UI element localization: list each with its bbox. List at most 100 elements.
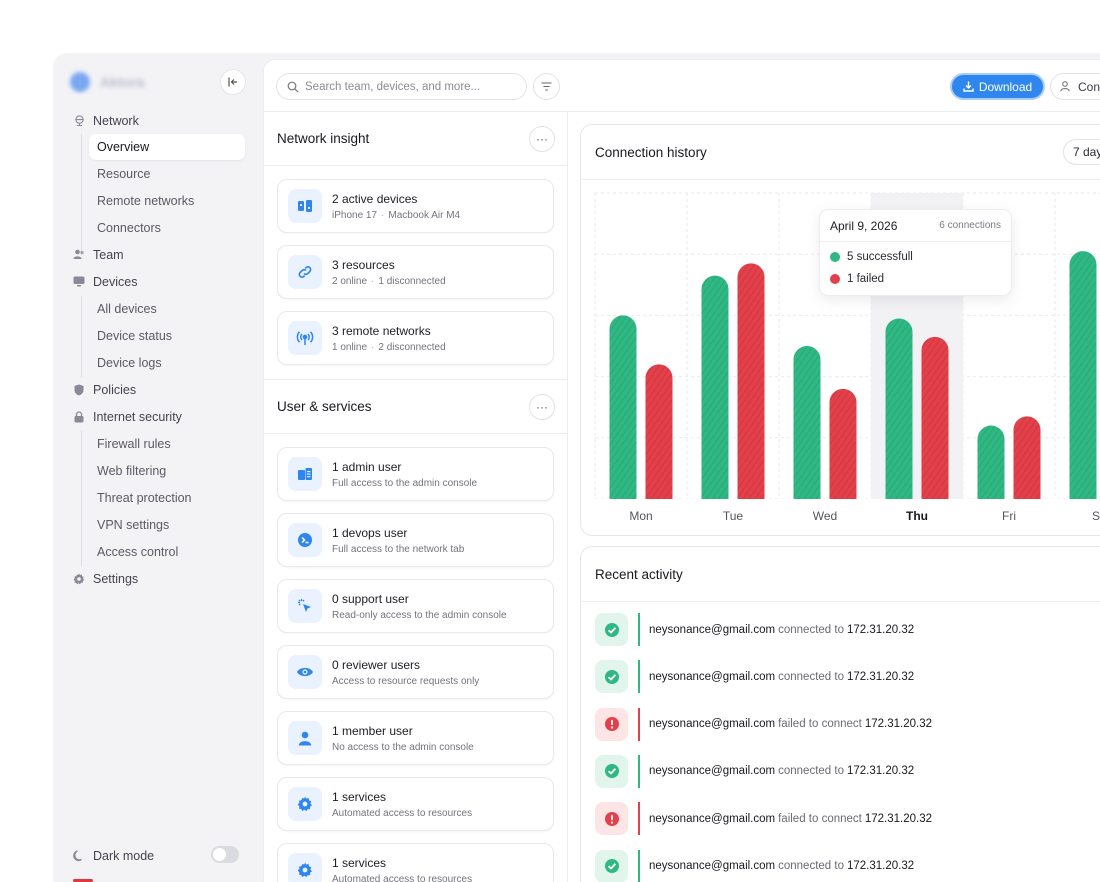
range-select[interactable]: 7 days xyxy=(1063,139,1100,165)
activity-user[interactable]: neysonance@gmail.com xyxy=(649,765,776,778)
user-card-reviewer[interactable]: 0 reviewer users Access to resource requ… xyxy=(277,645,554,699)
user-card-member[interactable]: 1 member user No access to the admin con… xyxy=(277,711,554,765)
sidebar-group-network[interactable]: Network xyxy=(53,107,263,134)
top-bar: Download Connect xyxy=(264,60,1100,112)
card-subtitle: Full access to the network tab xyxy=(332,543,465,555)
connect-button[interactable]: Connect xyxy=(1050,73,1100,100)
activity-row[interactable]: neysonance@gmail.com connected to 172.31.2… xyxy=(595,849,914,882)
user-card-admin[interactable]: 1 admin user Full access to the admin co… xyxy=(277,447,554,501)
card-subtitle: Full access to the admin console xyxy=(332,477,478,489)
activity-user[interactable]: neysonance@gmail.com xyxy=(649,812,776,825)
bar-failed-mon[interactable] xyxy=(645,364,673,513)
recent-activity-panel: Recent activity neysonance@gmail.com conn… xyxy=(580,546,1100,882)
sidebar-item-device-logs[interactable]: Device logs xyxy=(97,355,162,370)
brand[interactable]: Aktora xyxy=(70,72,144,92)
status-bar xyxy=(638,707,640,741)
bar-successfull-tue[interactable] xyxy=(701,275,729,513)
status-bar xyxy=(638,754,640,788)
tooltip-failed: 1 failed xyxy=(847,273,885,285)
user-card-services-2[interactable]: 1 services Automated access to resources xyxy=(277,843,554,882)
bar-successfull-sat[interactable] xyxy=(1069,251,1097,513)
insight-card-resources[interactable]: 3 resources 2 online · 1 disconnected xyxy=(277,245,554,299)
activity-verb: connected to xyxy=(778,765,844,778)
activity-verb: connected to xyxy=(778,623,844,636)
insight-card-devices[interactable]: 2 active devices iPhone 17 · Macbook Air M… xyxy=(277,179,554,233)
chart-tooltip: April 9, 2026 6 connections 5 successful… xyxy=(819,209,1012,296)
sidebar-group-settings[interactable]: Settings xyxy=(53,565,263,592)
card-subtitle: 2 online · 1 disconnected xyxy=(332,275,446,287)
more-options-button[interactable]: ··· xyxy=(529,126,555,152)
activity-user[interactable]: neysonance@gmail.com xyxy=(649,623,776,636)
sidebar-item-overview[interactable]: Overview xyxy=(89,134,245,160)
success-swatch xyxy=(830,252,840,262)
bar-successfull-thu[interactable] xyxy=(885,318,913,513)
status-bar xyxy=(638,660,640,694)
activity-row[interactable]: neysonance@gmail.com failed to connect 172… xyxy=(595,707,932,741)
card-title: 1 member user xyxy=(332,723,413,738)
dark-mode-toggle[interactable] xyxy=(211,846,239,863)
user-card-support[interactable]: 0 support user Read-only access to the a… xyxy=(277,579,554,633)
lock-icon xyxy=(73,410,85,423)
connection-history-panel: Connection history 7 days Mon Tue Wed Thu Fr… xyxy=(580,124,1100,536)
sidebar-item-vpn-settings[interactable]: VPN settings xyxy=(97,517,170,532)
connection-history-header: Connection history 7 days xyxy=(581,125,1100,180)
failed-status-icon xyxy=(595,707,628,741)
activity-row[interactable]: neysonance@gmail.com connected to 172.31.2… xyxy=(595,613,914,646)
bar-failed-wed[interactable] xyxy=(829,388,857,513)
sidebar-group-internet-security[interactable]: Internet security xyxy=(53,403,263,430)
bar-failed-fri[interactable] xyxy=(1013,416,1041,513)
bar-failed-thu[interactable] xyxy=(921,336,949,513)
sidebar-item-remote-networks[interactable]: Remote networks xyxy=(97,193,195,208)
activity-row[interactable]: neysonance@gmail.com failed to connect 172… xyxy=(595,802,932,836)
user-icon xyxy=(288,721,322,755)
sidebar-group-team[interactable]: Team xyxy=(53,241,263,268)
x-tick-label: Fri xyxy=(1002,509,1016,523)
tooltip-success-row: 5 successfull xyxy=(820,246,1011,268)
main-content: Download Connect Network insight ··· 2 a… xyxy=(263,59,1100,882)
card-title: 0 reviewer users xyxy=(332,657,421,672)
sidebar-group-policies[interactable]: Policies xyxy=(53,376,263,403)
insight-card-remote-networks[interactable]: 3 remote networks 1 online · 2 disconnecte… xyxy=(277,311,554,365)
user-card-devops[interactable]: 1 devops user Full access to the network… xyxy=(277,513,554,567)
activity-verb: connected to xyxy=(778,860,844,872)
activity-verb: failed to connect xyxy=(778,812,862,825)
sidebar-item-web-filtering[interactable]: Web filtering xyxy=(97,463,167,478)
user-services-header: User & services ··· xyxy=(264,380,568,434)
x-tick-label: Mon xyxy=(629,509,652,523)
sidebar-item-threat-protection[interactable]: Threat protection xyxy=(97,490,192,505)
x-tick-label: Tue xyxy=(723,509,744,523)
section-title: Network insight xyxy=(277,131,370,146)
sidebar-item-all-devices[interactable]: All devices xyxy=(97,301,157,316)
sidebar-group-label: Internet security xyxy=(93,409,182,424)
collapse-sidebar-button[interactable] xyxy=(220,69,246,95)
tooltip-success: 5 successfull xyxy=(847,251,913,263)
sidebar-group-label: Settings xyxy=(93,571,139,586)
bar-successfull-fri[interactable] xyxy=(977,425,1005,513)
user-card-services[interactable]: 1 services Automated access to resources xyxy=(277,777,554,831)
sidebar-item-access-control[interactable]: Access control xyxy=(97,544,179,559)
activity-user[interactable]: neysonance@gmail.com xyxy=(649,670,776,683)
activity-user[interactable]: neysonance@gmail.com xyxy=(649,718,776,731)
filter-button[interactable] xyxy=(533,73,560,100)
sidebar-item-connectors[interactable]: Connectors xyxy=(97,220,161,235)
bar-failed-tue[interactable] xyxy=(737,263,765,513)
status-bar xyxy=(638,802,640,836)
tooltip-header: April 9, 2026 6 connections xyxy=(820,210,1011,242)
search-box[interactable] xyxy=(276,73,527,100)
sidebar-item-resource[interactable]: Resource xyxy=(97,166,151,181)
activity-row[interactable]: neysonance@gmail.com connected to 172.31.2… xyxy=(595,754,914,788)
sidebar-item-firewall-rules[interactable]: Firewall rules xyxy=(97,436,171,451)
logout-item-partial[interactable] xyxy=(73,879,93,882)
bar-successfull-mon[interactable] xyxy=(609,315,637,513)
download-button[interactable]: Download xyxy=(950,73,1045,100)
sidebar-group-devices[interactable]: Devices xyxy=(53,268,263,295)
search-input[interactable] xyxy=(305,80,510,93)
sidebar-nav: Network Overview Resource Remote network… xyxy=(53,107,263,592)
more-options-button[interactable]: ··· xyxy=(529,394,555,420)
panel-title: Recent activity xyxy=(595,566,683,582)
activity-user[interactable]: neysonance@gmail.com xyxy=(649,860,776,872)
bar-successfull-wed[interactable] xyxy=(793,346,821,513)
sidebar-item-device-status[interactable]: Device status xyxy=(97,328,173,343)
activity-row[interactable]: neysonance@gmail.com connected to 172.31.2… xyxy=(595,660,914,694)
download-icon xyxy=(963,81,974,92)
